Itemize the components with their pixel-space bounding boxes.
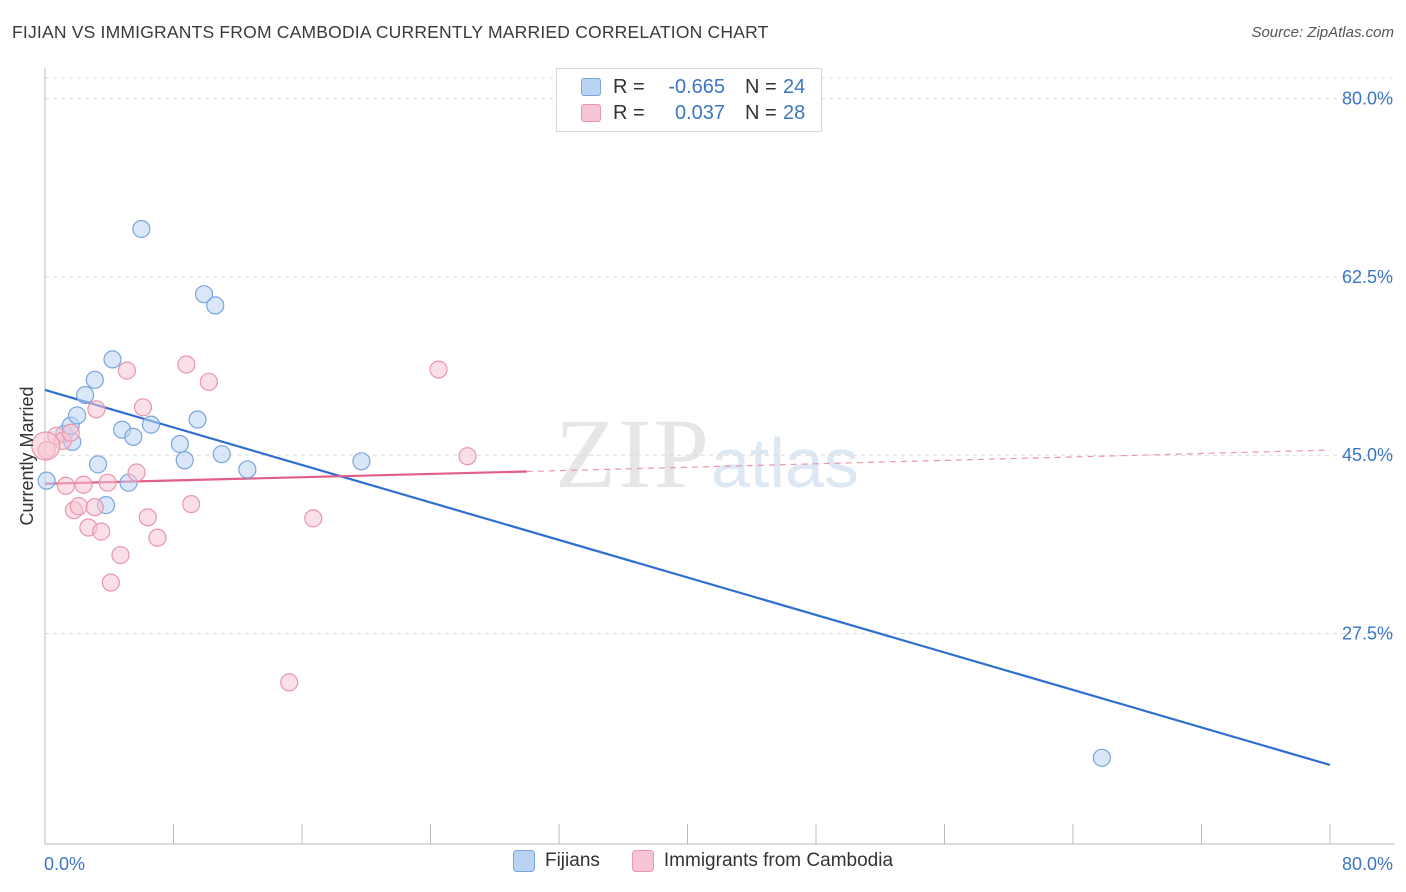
cambodia-trend-extension bbox=[526, 449, 1331, 473]
legend-label-fijians: Fijians bbox=[544, 850, 600, 871]
cambodia-point bbox=[304, 509, 323, 528]
fijians-point bbox=[352, 452, 371, 471]
cambodia-point bbox=[98, 473, 117, 492]
legend-row-fijians: R = -0.665 N = 24 bbox=[581, 75, 805, 99]
chart-title: FIJIAN VS IMMIGRANTS FROM CAMBODIA CURRE… bbox=[12, 22, 769, 42]
fijians-trend-line bbox=[44, 388, 1331, 766]
cambodia-point bbox=[127, 463, 146, 482]
x-tick-label: 0.0% bbox=[44, 854, 85, 874]
cambodia-point bbox=[92, 522, 111, 541]
cambodia-point bbox=[74, 475, 93, 494]
cambodia-point bbox=[177, 355, 196, 374]
cambodia-point bbox=[138, 508, 157, 527]
legend-item-fijians[interactable]: Fijians bbox=[512, 850, 600, 872]
cambodia-point bbox=[61, 423, 80, 442]
r-value: -0.665 bbox=[668, 75, 725, 98]
fijians-point bbox=[206, 296, 225, 315]
legend-swatch-cambodia bbox=[631, 850, 654, 872]
legend-row-cambodia: R = 0.037 N = 28 bbox=[581, 101, 805, 125]
series-legend: Fijians Immigrants from Cambodia bbox=[0, 850, 1406, 872]
cambodia-point bbox=[133, 398, 153, 417]
cambodia-point bbox=[199, 372, 218, 391]
cambodia-point bbox=[111, 545, 130, 565]
y-tick-label: 27.5% bbox=[1342, 624, 1393, 644]
fijians-point bbox=[170, 434, 190, 454]
watermark-zip: ZIP bbox=[555, 398, 711, 509]
cambodia-point bbox=[117, 361, 137, 380]
fijians-point bbox=[132, 219, 151, 239]
y-axis-title: Currently Married bbox=[17, 386, 37, 525]
y-tick-label: 45.0% bbox=[1342, 445, 1393, 465]
fijians-point bbox=[141, 415, 161, 434]
cambodia-point bbox=[280, 673, 299, 692]
cambodia-point bbox=[31, 431, 61, 461]
y-tick-label: 80.0% bbox=[1342, 89, 1393, 109]
legend-swatch-blue bbox=[581, 78, 601, 96]
fijians-point bbox=[88, 455, 108, 474]
fijians-point bbox=[124, 427, 143, 446]
n-label: N = bbox=[745, 101, 777, 124]
legend-label-cambodia: Immigrants from Cambodia bbox=[663, 850, 894, 871]
r-value: 0.037 bbox=[674, 101, 725, 124]
fijians-point bbox=[103, 350, 122, 369]
axes bbox=[44, 68, 1395, 845]
r-label: R = bbox=[613, 75, 645, 98]
cambodia-point bbox=[429, 360, 448, 379]
watermark-atlas: atlas bbox=[711, 424, 859, 502]
trend-lines bbox=[44, 388, 1331, 766]
tick-labels: 80.0% 62.5% 45.0% 27.5% 0.0% 80.0% bbox=[44, 89, 1393, 874]
watermark: ZIPatlas bbox=[555, 396, 859, 511]
fijians-point bbox=[85, 370, 104, 389]
cambodia-point bbox=[87, 400, 106, 419]
cambodia-point bbox=[101, 573, 120, 592]
cambodia-point bbox=[182, 494, 201, 514]
cambodia-point bbox=[148, 528, 167, 547]
data-points bbox=[31, 219, 1112, 767]
fijians-point bbox=[68, 406, 87, 425]
source-label: Source: ZipAtlas.com bbox=[1251, 24, 1394, 41]
legend-swatch-pink bbox=[581, 104, 601, 122]
fijians-point bbox=[212, 445, 231, 464]
fijians-point bbox=[76, 385, 95, 405]
r-label: R = bbox=[613, 101, 645, 124]
fijians-point bbox=[1092, 748, 1112, 767]
cambodia-trend-line bbox=[44, 470, 527, 485]
cambodia-point bbox=[85, 498, 104, 517]
n-label: N = bbox=[745, 75, 777, 98]
n-value: 24 bbox=[783, 75, 806, 98]
fijians-point bbox=[37, 471, 56, 490]
y-tick-label: 62.5% bbox=[1342, 267, 1393, 287]
x-tick-label: 80.0% bbox=[1342, 854, 1393, 874]
gridlines bbox=[45, 77, 1395, 634]
legend-swatch-fijians bbox=[512, 850, 535, 872]
cambodia-point bbox=[458, 447, 477, 466]
cambodia-point bbox=[56, 476, 75, 495]
cambodia-point bbox=[69, 497, 88, 516]
fijians-point bbox=[175, 451, 194, 470]
n-value: 28 bbox=[783, 101, 806, 124]
fijians-point bbox=[238, 460, 257, 479]
fijians-point bbox=[188, 410, 207, 429]
legend-item-cambodia[interactable]: Immigrants from Cambodia bbox=[631, 850, 894, 872]
fijians-point bbox=[194, 285, 214, 304]
stats-legend: R = -0.665 N = 24 R = 0.037 N = 28 bbox=[556, 68, 822, 132]
